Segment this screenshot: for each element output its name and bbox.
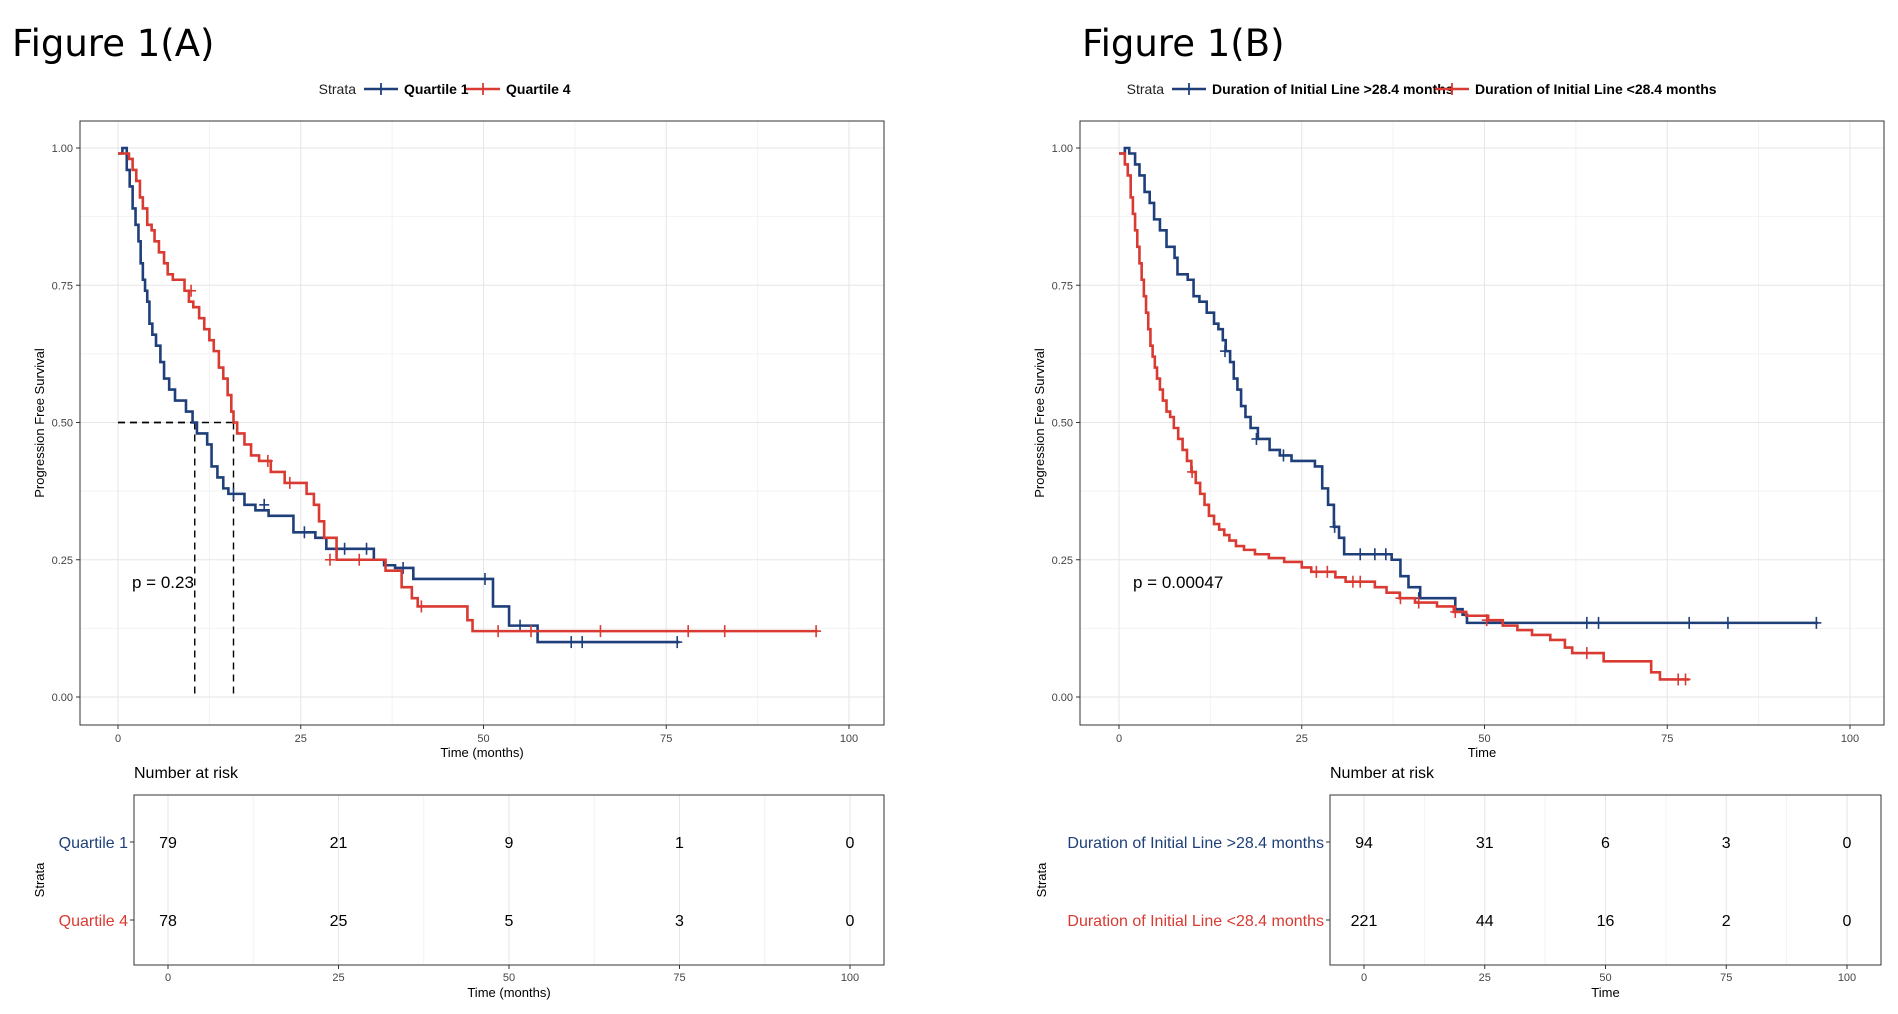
risk-count: 9 [505, 835, 514, 852]
risk-count: 0 [846, 835, 855, 852]
y-tick-label: 0.25 [1052, 555, 1073, 567]
risk-count: 0 [1843, 913, 1852, 930]
risk-count: 1 [675, 835, 684, 852]
y-axis-title: Progression Free Survival [1032, 348, 1047, 498]
figure-1b-chart: 0 25 50 75 100 0.00 0.25 0.50 0.75 1.00 Time Progre… [1032, 81, 1885, 1000]
x-axis-title: Time (months) [440, 745, 523, 760]
y-tick-label: 0.75 [1052, 280, 1073, 292]
risk-count: 0 [846, 913, 855, 930]
risk-x-tick-label: 0 [1361, 972, 1367, 984]
risk-row-label-2: Quartile 4 [59, 913, 128, 930]
legend-label-1: Quartile 1 [404, 81, 469, 97]
risk-x-tick-label: 75 [673, 972, 685, 984]
x-tick-label: 50 [1478, 733, 1490, 745]
risk-x-tick-label: 25 [1479, 972, 1491, 984]
risk-count: 94 [1355, 835, 1373, 852]
x-tick-label: 100 [1841, 733, 1859, 745]
x-tick-label: 0 [115, 733, 121, 745]
y-tick-label: 0.75 [52, 280, 73, 292]
x-axis-title: Time [1468, 745, 1496, 760]
y-tick-label: 0.00 [1052, 692, 1073, 704]
risk-count: 0 [1843, 835, 1852, 852]
legend-label-2: Duration of Initial Line <28.4 months [1475, 81, 1717, 97]
y-tick-label: 0.50 [1052, 418, 1073, 430]
risk-count: 21 [330, 835, 348, 852]
x-tick-label: 25 [1296, 733, 1308, 745]
risk-y-axis-title: Strata [32, 862, 47, 897]
risk-count: 5 [505, 913, 514, 930]
risk-count: 6 [1601, 835, 1610, 852]
x-tick-label: 25 [295, 733, 307, 745]
risk-x-tick-label: 75 [1720, 972, 1732, 984]
y-axis-title: Progression Free Survival [32, 348, 47, 498]
risk-row-label-1: Quartile 1 [59, 835, 128, 852]
risk-count: 25 [330, 913, 348, 930]
risk-count: 79 [159, 835, 177, 852]
legend-label-2: Quartile 4 [506, 81, 571, 97]
y-tick-label: 0.50 [52, 418, 73, 430]
risk-count: 221 [1351, 913, 1378, 930]
risk-x-tick-label: 100 [1838, 972, 1856, 984]
risk-count: 31 [1476, 835, 1494, 852]
risk-count: 2 [1722, 913, 1731, 930]
legend-title: Strata [319, 81, 357, 97]
risk-count: 3 [675, 913, 684, 930]
risk-x-axis-title: Time (months) [467, 985, 550, 1000]
risk-row-label-2: Duration of Initial Line <28.4 months [1067, 913, 1324, 930]
risk-x-tick-label: 100 [841, 972, 859, 984]
x-tick-label: 0 [1116, 733, 1122, 745]
y-tick-label: 1.00 [52, 143, 73, 155]
risk-x-tick-label: 25 [332, 972, 344, 984]
risk-table-title: Number at risk [1330, 765, 1435, 782]
risk-x-axis-title: Time [1591, 985, 1619, 1000]
x-tick-label: 100 [840, 733, 858, 745]
p-value-label: p = 0.23 [132, 573, 194, 592]
legend-label-1: Duration of Initial Line >28.4 months [1212, 81, 1454, 97]
risk-row-label-1: Duration of Initial Line >28.4 months [1067, 835, 1324, 852]
figure-1b-title: Figure 1(B) [1082, 22, 1285, 65]
x-tick-label: 50 [477, 733, 489, 745]
legend-title: Strata [1127, 81, 1165, 97]
risk-count: 44 [1476, 913, 1494, 930]
km-curve-2 [118, 152, 818, 633]
risk-y-axis-title: Strata [1034, 862, 1049, 897]
km-curve-2 [1119, 152, 1690, 681]
x-tick-label: 75 [1661, 733, 1673, 745]
y-tick-label: 1.00 [1052, 143, 1073, 155]
risk-count: 78 [159, 913, 177, 930]
risk-x-tick-label: 50 [503, 972, 515, 984]
figure-1b: Figure 1(B) 0 25 50 75 100 0.00 0.25 0.50 0.75 1.… [949, 0, 1898, 1014]
y-tick-label: 0.00 [52, 692, 73, 704]
y-tick-label: 0.25 [52, 555, 73, 567]
figure-1a: Figure 1(A) 0 25 50 75 100 0.00 0.25 0.50 0.75 1.… [12, 22, 885, 1000]
km-curve-1 [1119, 146, 1818, 625]
p-value-label: p = 0.00047 [1133, 573, 1223, 592]
figure-1a-title: Figure 1(A) [12, 22, 215, 65]
risk-count: 16 [1597, 913, 1615, 930]
risk-table-title: Number at risk [134, 765, 239, 782]
risk-x-tick-label: 0 [165, 972, 171, 984]
risk-x-tick-label: 50 [1599, 972, 1611, 984]
x-tick-label: 75 [660, 733, 672, 745]
risk-count: 3 [1722, 835, 1731, 852]
